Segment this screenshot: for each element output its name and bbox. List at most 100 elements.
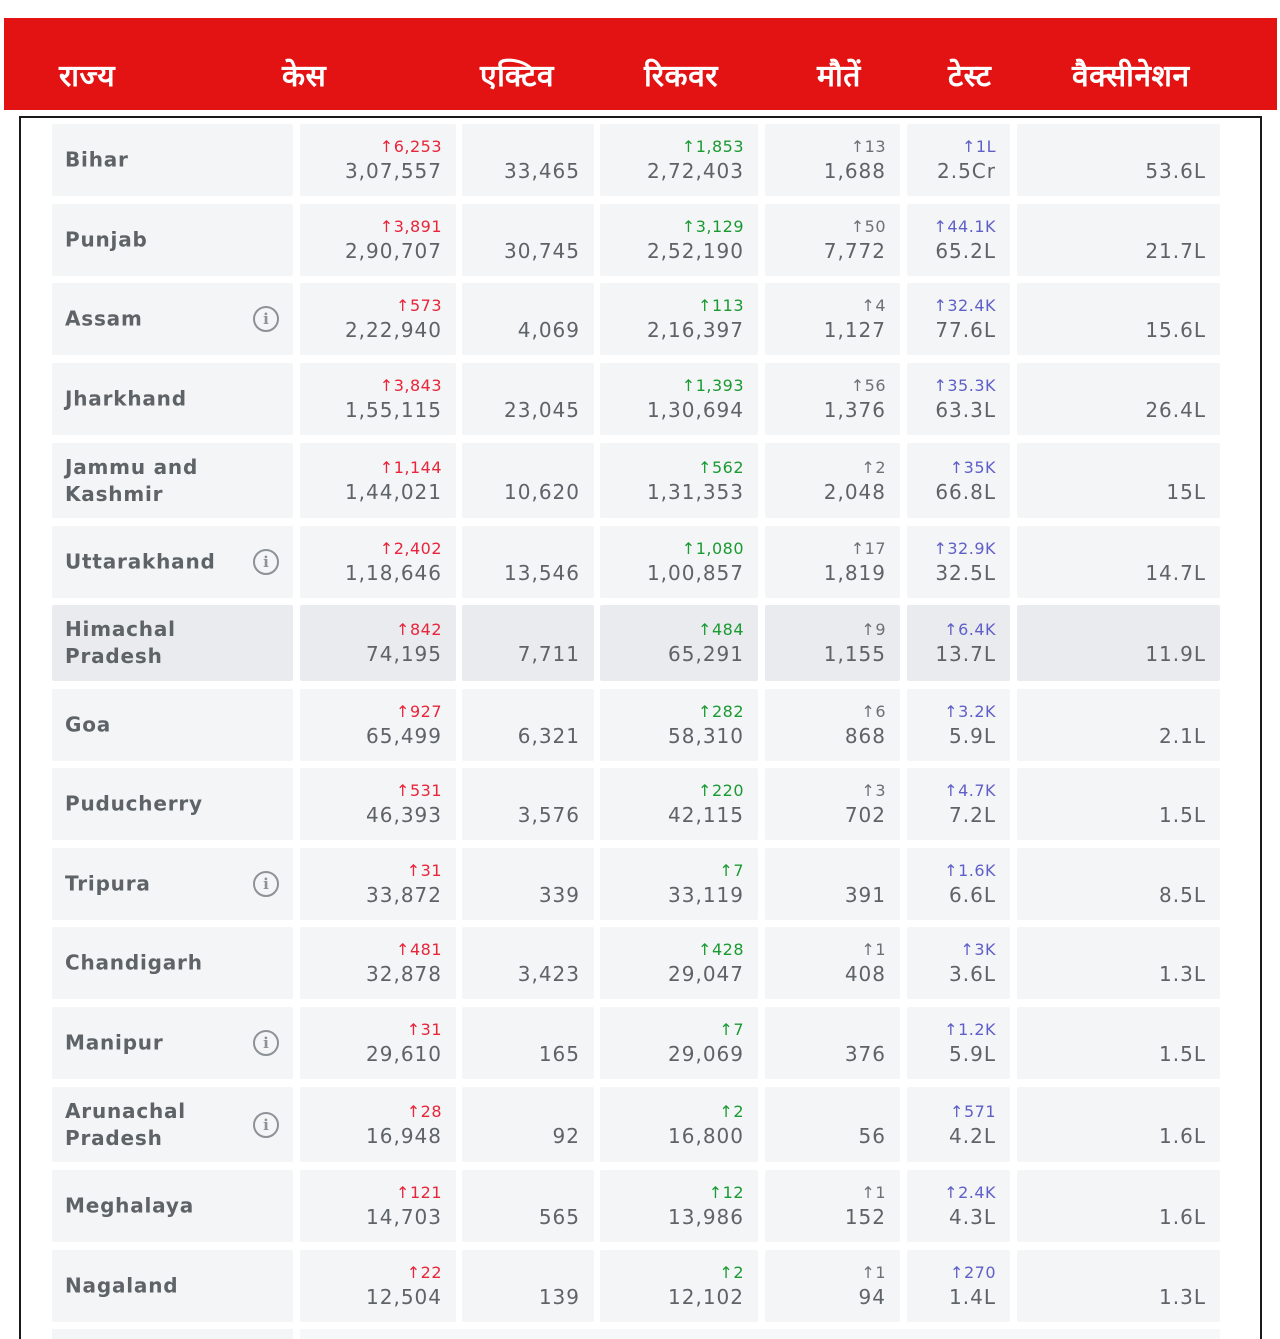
arrow-up-icon: ↑ (406, 1101, 421, 1121)
deaths-delta-value: 4 (875, 296, 886, 315)
arrow-up-icon: ↑ (708, 1183, 723, 1202)
partial-row-values (300, 1329, 1220, 1339)
recovered-delta-value: 282 (711, 702, 744, 721)
deaths-value: 7,772 (823, 239, 886, 263)
deaths-value: 1,155 (823, 642, 886, 666)
state-cell: Meghalaya (52, 1170, 293, 1242)
active-value: 7,711 (517, 642, 580, 666)
recovered-delta-value: 220 (711, 781, 744, 800)
tests-delta-value: 4.7K (958, 781, 996, 800)
tests-cell: ↑3.2K 5.9L (907, 689, 1010, 761)
deaths-value: 56 (858, 1123, 886, 1148)
deaths-value: 408 (844, 962, 886, 986)
table-row[interactable]: Chandigarh ↑481 32,878 3,423 ↑428 29,047 ↑1 408… (52, 927, 1220, 999)
table-row[interactable]: Goa ↑927 65,499 6,321 ↑282 58,310 ↑6 868 ↑3.2K 5.… (52, 689, 1220, 761)
recovered-cell: ↑12 13,986 (600, 1170, 758, 1242)
info-icon[interactable]: i (253, 1111, 279, 1138)
deaths-value: 1,819 (823, 561, 886, 585)
active-cell: 565 (462, 1170, 594, 1242)
cases-delta-value: 31 (420, 1020, 442, 1039)
state-name: Punjab (65, 227, 148, 252)
deaths-delta-value: 9 (875, 620, 886, 639)
cases-cell: ↑2,402 1,18,646 (300, 526, 456, 598)
info-icon[interactable]: i (253, 306, 279, 332)
arrow-up-icon: ↑ (850, 137, 865, 156)
arrow-up-icon: ↑ (933, 217, 948, 236)
header-active[interactable]: एक्टिव (480, 59, 555, 94)
table-row[interactable]: Assam i ↑573 2,22,940 4,069 ↑113 2,16,397 ↑4 1,1… (52, 283, 1220, 355)
deaths-value: 868 (844, 724, 886, 748)
tests-value: 32.5L (935, 561, 996, 585)
vaccination-cell: 15L (1017, 443, 1220, 518)
recovered-delta: ↑7 (719, 862, 744, 880)
header-deaths[interactable]: मौतें (817, 59, 861, 94)
arrow-up-icon: ↑ (861, 457, 876, 477)
recovered-delta: ↑2 (719, 1264, 744, 1282)
info-icon[interactable]: i (253, 1030, 279, 1056)
arrow-up-icon: ↑ (933, 296, 948, 315)
header-recovered[interactable]: रिकवर (644, 59, 719, 94)
tests-delta: ↑571 (950, 1101, 996, 1121)
table-row[interactable]: Himachal Pradesh ↑842 74,195 7,711 ↑484 65,29… (52, 605, 1220, 681)
tests-delta: ↑32.4K (933, 297, 996, 315)
recovered-value: 2,72,403 (646, 159, 744, 183)
tests-delta-value: 571 (963, 1101, 996, 1121)
table-row[interactable]: Bihar ↑6,253 3,07,557 33,465 ↑1,853 2,72,403 ↑… (52, 124, 1220, 196)
header-cases[interactable]: केस (282, 59, 327, 94)
deaths-delta-value: 1 (875, 940, 886, 959)
cases-delta-value: 28 (420, 1101, 442, 1121)
recovered-delta: ↑282 (698, 703, 744, 721)
state-name: Uttarakhand (65, 549, 216, 574)
state-name: Meghalaya (65, 1193, 194, 1218)
cases-value: 1,44,021 (344, 479, 442, 504)
cases-delta-value: 1,144 (393, 457, 442, 477)
cases-cell: ↑1,144 1,44,021 (300, 443, 456, 518)
table-row[interactable]: Nagaland ↑22 12,504 139 ↑2 12,102 ↑1 94 ↑270 1.4L… (52, 1250, 1220, 1322)
arrow-up-icon: ↑ (950, 1263, 964, 1282)
table-row[interactable]: Jharkhand ↑3,843 1,55,115 23,045 ↑1,393 1,30,… (52, 363, 1220, 435)
table-row[interactable]: Jammu and Kashmir ↑1,144 1,44,021 10,620 ↑56… (52, 443, 1220, 518)
active-cell: 165 (462, 1007, 594, 1079)
deaths-delta-value: 17 (864, 539, 886, 558)
state-cell: Uttarakhand i (52, 526, 293, 598)
recovered-cell: ↑7 33,119 (600, 848, 758, 920)
tests-delta-value: 1.2K (958, 1020, 996, 1039)
recovered-value: 2,16,397 (646, 318, 744, 342)
deaths-value: 1,376 (823, 398, 886, 422)
active-cell: 33,465 (462, 124, 594, 196)
table-row[interactable]: Puducherry ↑531 46,393 3,576 ↑220 42,115 ↑3 702… (52, 768, 1220, 840)
cases-delta: ↑22 (407, 1264, 442, 1282)
table-row[interactable]: Meghalaya ↑121 14,703 565 ↑12 13,986 ↑1 152 ↑2.4… (52, 1170, 1220, 1242)
deaths-cell: 391 (765, 848, 900, 920)
recovered-delta-value: 7 (733, 1020, 744, 1039)
arrow-up-icon: ↑ (861, 940, 876, 959)
header-state[interactable]: राज्य (59, 59, 116, 94)
arrow-up-icon: ↑ (406, 1263, 421, 1282)
table-row[interactable]: Uttarakhand i ↑2,402 1,18,646 13,546 ↑1,080 1,… (52, 526, 1220, 598)
state-cell: Nagaland (52, 1250, 293, 1322)
active-value: 165 (538, 1042, 580, 1066)
arrow-up-icon: ↑ (861, 296, 876, 315)
table-row[interactable]: Tripura i ↑31 33,872 339 ↑7 33,119 391 ↑1.6K 6.6L… (52, 848, 1220, 920)
deaths-delta-value: 3 (875, 781, 886, 800)
tests-delta: ↑1.2K (944, 1021, 996, 1039)
cases-delta-value: 927 (409, 702, 442, 721)
table-row[interactable]: Manipur i ↑31 29,610 165 ↑7 29,069 376 ↑1.2K 5.9L… (52, 1007, 1220, 1079)
tests-delta: ↑1.6K (944, 862, 996, 880)
active-cell: 92 (462, 1087, 594, 1162)
tests-cell: ↑35K 66.8L (907, 443, 1010, 518)
table-row[interactable]: Arunachal Pradesh i ↑28 16,948 92 ↑2 16,800 56 ↑… (52, 1087, 1220, 1162)
arrow-up-icon: ↑ (944, 1183, 959, 1202)
cases-value: 14,703 (366, 1205, 442, 1229)
active-value: 10,620 (504, 479, 580, 504)
info-icon[interactable]: i (253, 549, 279, 575)
info-icon[interactable]: i (253, 871, 279, 897)
active-cell: 30,745 (462, 204, 594, 276)
state-name: Bihar (65, 147, 129, 172)
header-tests[interactable]: टेस्ट (948, 59, 992, 94)
table-row[interactable]: Punjab ↑3,891 2,90,707 30,745 ↑3,129 2,52,190… (52, 204, 1220, 276)
header-vaccination[interactable]: वैक्सीनेशन (1072, 59, 1190, 94)
cases-value: 12,504 (366, 1285, 442, 1309)
recovered-delta-value: 428 (711, 940, 744, 959)
vaccination-cell: 1.5L (1017, 768, 1220, 840)
